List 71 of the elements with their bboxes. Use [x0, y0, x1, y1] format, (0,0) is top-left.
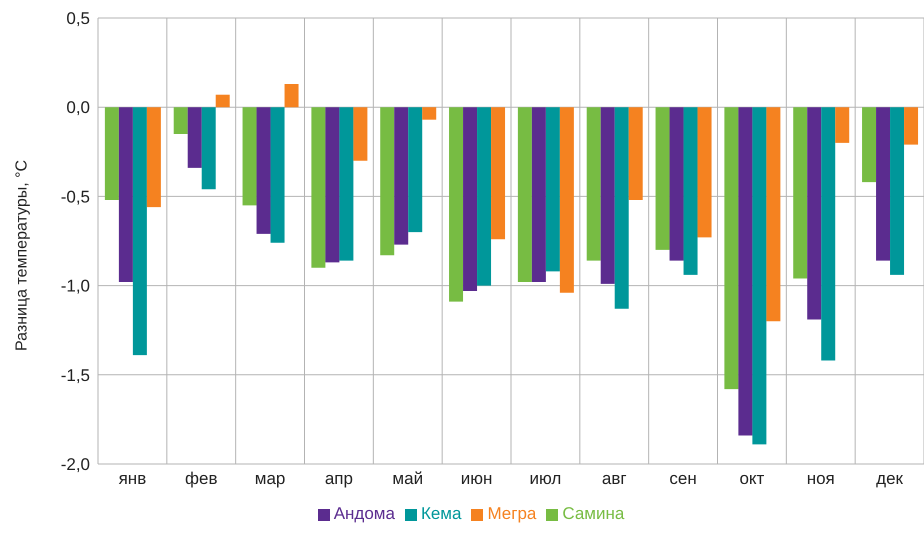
bar	[890, 107, 904, 275]
x-tick-label: авг	[602, 469, 627, 488]
x-tick-label: июн	[460, 469, 492, 488]
legend-label: Андома	[334, 504, 395, 523]
bar	[766, 107, 780, 322]
bar	[242, 107, 257, 206]
bar	[821, 107, 836, 361]
bar	[752, 107, 766, 444]
bar	[724, 107, 738, 390]
bar	[422, 107, 436, 120]
bar	[311, 107, 326, 268]
bar	[380, 107, 394, 256]
bar	[284, 84, 299, 108]
x-tick-label: окт	[739, 469, 765, 488]
legend-label: Самина	[562, 504, 624, 523]
bar	[793, 107, 808, 278]
bar	[477, 107, 492, 286]
bar	[132, 107, 147, 356]
bar	[698, 107, 712, 238]
bar	[614, 107, 629, 309]
bar	[835, 107, 850, 143]
bar	[586, 107, 601, 261]
bar	[738, 107, 752, 436]
bar	[408, 107, 422, 232]
x-tick-label: фев	[185, 469, 218, 488]
bar	[216, 94, 230, 108]
bar	[256, 107, 271, 234]
legend-label: Кема	[420, 504, 462, 523]
x-tick-label: мар	[254, 469, 286, 488]
bar	[546, 107, 560, 272]
y-tick-label: -0,5	[60, 187, 90, 206]
x-tick-label: июл	[530, 469, 562, 488]
bar	[862, 107, 876, 182]
legend-label: Мегра	[487, 504, 536, 523]
bar	[684, 107, 698, 275]
bar	[656, 107, 670, 250]
bar	[463, 107, 478, 291]
y-tick-label: -1,5	[60, 366, 90, 385]
bar	[600, 107, 615, 284]
bar	[532, 107, 546, 282]
bar	[518, 107, 532, 282]
bar	[118, 107, 133, 282]
x-tick-label: ноя	[806, 469, 835, 488]
bar	[449, 107, 464, 302]
bar	[339, 107, 354, 261]
bar	[670, 107, 684, 261]
y-tick-label: 0,0	[66, 98, 90, 118]
x-tick-label: дек	[876, 469, 904, 488]
y-tick-label: -1,0	[60, 276, 90, 296]
bar	[188, 107, 202, 168]
bar	[394, 107, 408, 245]
bar	[491, 107, 506, 240]
bar	[104, 107, 119, 200]
bar	[904, 107, 918, 145]
y-tick-label: -2,0	[60, 455, 90, 474]
bar	[325, 107, 340, 262]
bar	[174, 107, 188, 134]
y-axis-title: Разница температуры, °C	[14, 160, 31, 351]
bar	[146, 107, 161, 208]
bar	[202, 107, 216, 190]
y-tick-label: 0,5	[66, 9, 90, 28]
bar	[270, 107, 285, 243]
x-tick-label: май	[392, 469, 424, 488]
bar	[353, 107, 368, 161]
x-tick-label: янв	[118, 469, 146, 488]
bar	[807, 107, 822, 320]
bar	[560, 107, 574, 293]
bar	[628, 107, 643, 200]
bar	[876, 107, 890, 261]
x-tick-label: сен	[669, 469, 697, 488]
x-tick-label: апр	[324, 469, 353, 488]
